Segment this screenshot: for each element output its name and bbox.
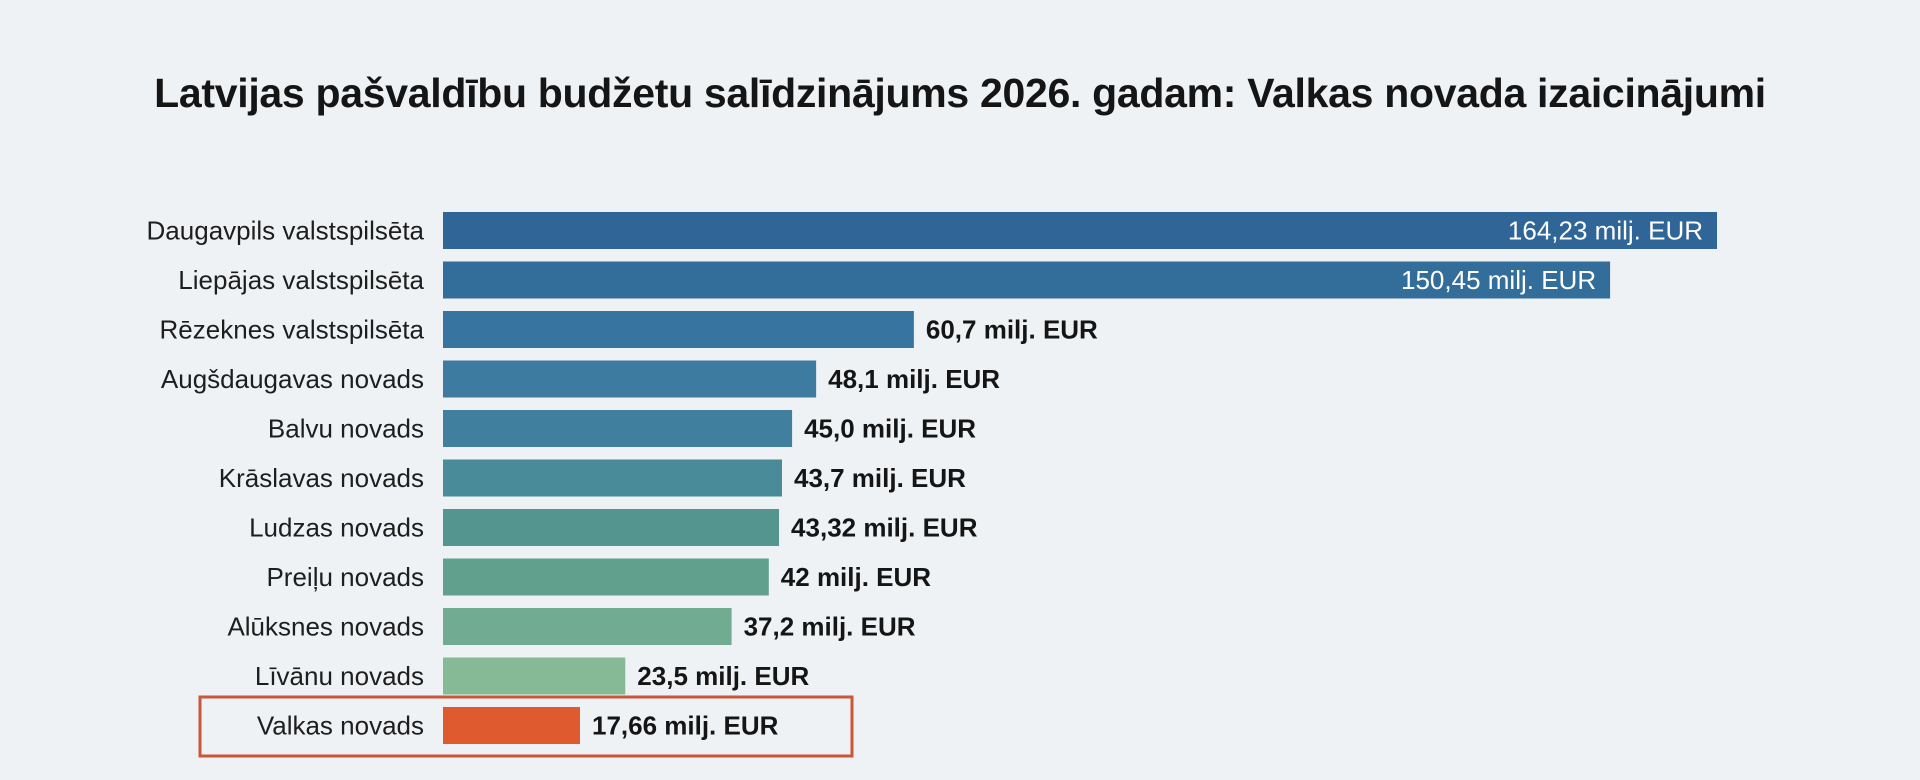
data-label: 60,7 milj. EUR — [926, 315, 1098, 345]
category-label: Rēzeknes valstspilsēta — [160, 315, 425, 345]
bar — [443, 410, 793, 447]
bar — [443, 657, 626, 695]
data-label: 43,7 milj. EUR — [794, 463, 966, 493]
data-label: 164,23 milj. EUR — [1508, 216, 1703, 246]
bar — [443, 261, 1611, 299]
data-label: 23,5 milj. EUR — [637, 661, 809, 691]
bar — [443, 212, 1717, 249]
data-label: 48,1 milj. EUR — [828, 364, 1000, 394]
data-label: 43,32 milj. EUR — [791, 513, 978, 543]
data-label: 150,45 milj. EUR — [1401, 265, 1596, 295]
bar — [443, 558, 769, 596]
category-label: Valkas novads — [257, 711, 424, 741]
category-label: Alūksnes novads — [227, 612, 424, 642]
data-label: 45,0 milj. EUR — [804, 414, 976, 444]
bar — [443, 311, 914, 348]
category-label: Krāslavas novads — [219, 463, 424, 493]
category-label: Daugavpils valstspilsēta — [147, 216, 425, 246]
bar — [443, 608, 732, 645]
data-label: 17,66 milj. EUR — [592, 711, 779, 741]
bar — [443, 509, 780, 546]
category-label: Preiļu novads — [266, 562, 424, 592]
category-label: Līvānu novads — [255, 661, 424, 691]
category-label: Ludzas novads — [249, 513, 424, 543]
chart-title: Latvijas pašvaldību budžetu salīdzinājum… — [154, 70, 1766, 116]
bar — [443, 707, 580, 744]
category-label: Liepājas valstspilsēta — [178, 265, 424, 295]
highlight-box — [198, 695, 854, 758]
data-label: 37,2 milj. EUR — [744, 612, 916, 642]
category-label: Augšdaugavas novads — [161, 364, 424, 394]
bar — [443, 459, 782, 497]
category-label: Balvu novads — [268, 414, 424, 444]
bar — [443, 360, 817, 398]
data-label: 42 milj. EUR — [781, 562, 931, 592]
